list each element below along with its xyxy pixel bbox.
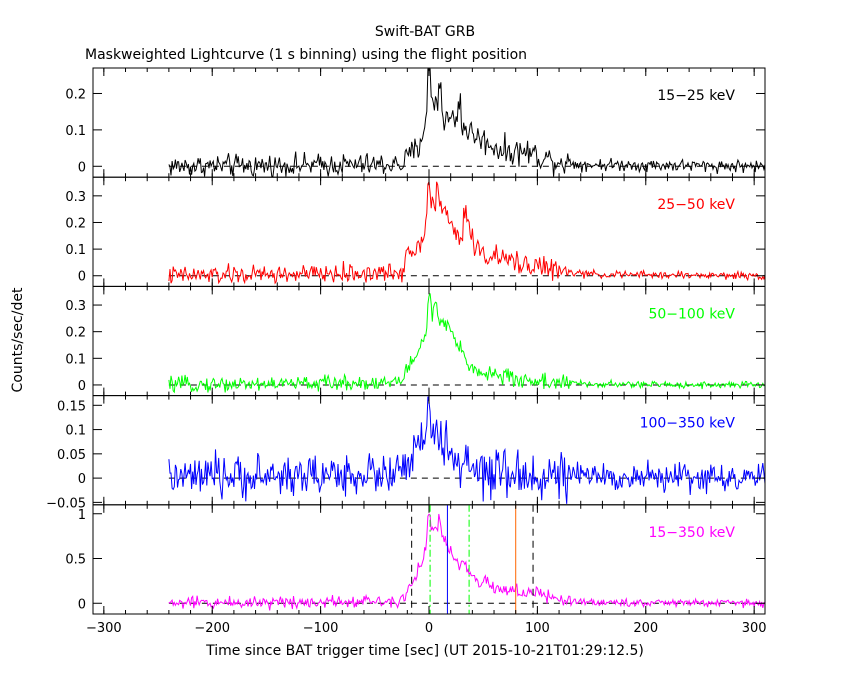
y-tick-label: 0 [78, 472, 86, 487]
x-tick-label: 100 [525, 621, 550, 636]
band-label: 50−100 keV [648, 306, 735, 322]
y-tick-label: 0.2 [65, 216, 86, 231]
lightcurve-series [168, 68, 766, 178]
y-tick-label: 0.1 [65, 424, 86, 439]
y-tick-label: 0 [78, 379, 86, 394]
y-tick-label: 1 [78, 508, 86, 523]
panel-2: 0 0.1 0.2 0.3 25−50 keV [65, 176, 766, 287]
x-axis: −300 −200 −100 0 100 200 300 [86, 621, 767, 636]
y-tick-label: 0.3 [65, 190, 86, 205]
panel-4: −0.05 0 0.05 0.1 0.15 100−350 keV [46, 395, 766, 511]
panel-frame [92, 67, 766, 178]
panel-frame [92, 504, 766, 615]
lightcurve-series [168, 513, 766, 611]
chart-title: Swift-BAT GRB [375, 24, 475, 40]
x-tick-label: −200 [194, 621, 230, 636]
x-tick-label: 0 [425, 621, 433, 636]
band-label: 25−50 keV [657, 197, 735, 213]
y-tick-label: 0.05 [57, 448, 86, 463]
band-label: 15−25 keV [657, 88, 735, 104]
lightcurve-series [168, 179, 766, 285]
band-label: 100−350 keV [640, 416, 736, 432]
panel-frame [92, 285, 766, 397]
y-tick-label: 0.5 [65, 553, 86, 568]
y-tick-label: 0 [78, 160, 86, 175]
y-tick-label: 0.2 [65, 87, 86, 102]
x-tick-label: −100 [303, 621, 339, 636]
y-axis-label: Counts/sec/det [10, 287, 26, 392]
y-tick-label: 0.1 [65, 352, 86, 367]
y-tick-label: 0.2 [65, 326, 86, 341]
band-label: 15−350 keV [648, 525, 735, 541]
panel-5: 0 0.5 1 15−350 keV [65, 504, 766, 615]
y-tick-label: −0.05 [46, 496, 86, 511]
x-tick-label: 300 [742, 621, 767, 636]
y-tick-label: 0 [78, 597, 86, 612]
x-tick-label: 200 [633, 621, 658, 636]
lightcurve-series [168, 396, 766, 504]
x-axis-label: Time since BAT trigger time [sec] (UT 20… [205, 643, 644, 659]
x-tick-label: −300 [86, 621, 122, 636]
panel-3: 0 0.1 0.2 0.3 50−100 keV [65, 285, 766, 397]
y-tick-label: 0.15 [57, 399, 86, 414]
chart-subtitle: Maskweighted Lightcurve (1 s binning) us… [85, 47, 527, 63]
y-tick-label: 0.3 [65, 299, 86, 314]
panel-1: 0 0.1 0.2 15−25 keV [65, 67, 766, 178]
y-tick-label: 0.1 [65, 124, 86, 139]
lightcurve-series [168, 293, 766, 394]
y-tick-label: 0 [78, 270, 86, 285]
y-tick-label: 0.1 [65, 243, 86, 258]
